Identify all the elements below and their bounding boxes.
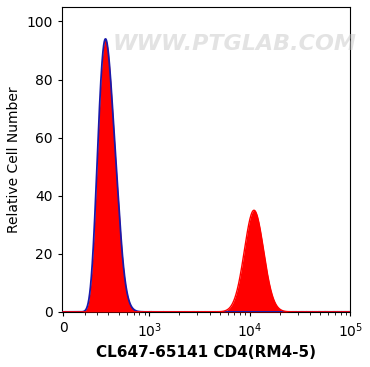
X-axis label: CL647-65141 CD4(RM4-5): CL647-65141 CD4(RM4-5) — [96, 345, 316, 360]
Text: WWW.PTGLAB.COM: WWW.PTGLAB.COM — [113, 33, 357, 54]
Y-axis label: Relative Cell Number: Relative Cell Number — [7, 86, 21, 233]
